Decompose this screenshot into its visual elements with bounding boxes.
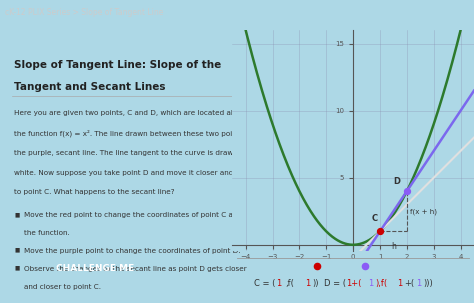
Text: ))): ))) (423, 279, 433, 288)
Text: 1: 1 (368, 279, 373, 288)
Text: the function.: the function. (24, 230, 70, 236)
Text: white. Now suppose you take point D and move it closer and closer: white. Now suppose you take point D and … (14, 170, 257, 175)
Text: Observe the changes to the secant line as point D gets closer: Observe the changes to the secant line a… (24, 266, 246, 272)
Text: 1+(: 1+( (346, 279, 361, 288)
Text: CHALLENGE ME: CHALLENGE ME (55, 264, 134, 273)
Point (403, 189, 410, 194)
Point (361, 264, 369, 268)
Text: Move the red point to change the coordinates of point C along: Move the red point to change the coordin… (24, 212, 248, 218)
Text: the function f(x) = x². The line drawn between these two points is: the function f(x) = x². The line drawn b… (14, 130, 252, 137)
Text: h: h (391, 242, 396, 251)
Text: )): )) (312, 279, 319, 288)
Point (376, 229, 384, 234)
Text: Tangent and Secant Lines: Tangent and Secant Lines (14, 82, 166, 92)
Point (313, 264, 320, 268)
Text: to point C. What happens to the secant line?: to point C. What happens to the secant l… (14, 189, 175, 195)
Text: +(: +( (404, 279, 414, 288)
Text: C = (: C = ( (255, 279, 276, 288)
Text: 1: 1 (397, 279, 402, 288)
Text: 1: 1 (305, 279, 310, 288)
Text: and closer to point C.: and closer to point C. (24, 284, 100, 290)
Text: ,f(: ,f( (285, 279, 294, 288)
Text: ),f(: ),f( (375, 279, 387, 288)
Text: f(x + h): f(x + h) (410, 208, 437, 215)
Text: D: D (393, 178, 401, 186)
Text: ■: ■ (14, 266, 19, 271)
Text: ■: ■ (14, 248, 19, 253)
Text: ■: ■ (14, 212, 19, 217)
Text: 1: 1 (416, 279, 421, 288)
Text: D = (: D = ( (324, 279, 346, 288)
Text: Slope of Tangent Line: Slope of the: Slope of Tangent Line: Slope of the (14, 60, 221, 70)
Text: 1: 1 (276, 279, 281, 288)
Text: the purple, secant line. The line tangent to the curve is drawn in: the purple, secant line. The line tangen… (14, 150, 247, 156)
Text: C: C (372, 214, 378, 223)
Text: cK-12 PLIX Series > Slope of Tangent Line: cK-12 PLIX Series > Slope of Tangent Lin… (5, 8, 163, 17)
Text: Here you are given two points, C and D, which are located along: Here you are given two points, C and D, … (14, 110, 246, 116)
Text: Move the purple point to change the coordinates of point D.: Move the purple point to change the coor… (24, 248, 240, 254)
